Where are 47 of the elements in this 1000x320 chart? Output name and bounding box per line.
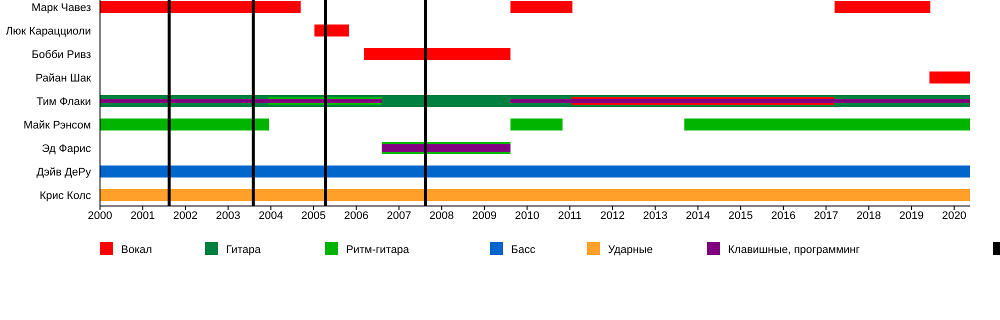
x-tick-label: 2019 xyxy=(899,210,924,222)
bar xyxy=(100,1,301,13)
x-tick-label: 2009 xyxy=(472,210,497,222)
x-tick-label: 2020 xyxy=(942,210,966,222)
bar xyxy=(364,48,510,60)
x-tick-label: 2013 xyxy=(642,210,668,222)
bar xyxy=(100,189,970,201)
bar xyxy=(510,99,970,103)
x-tick-label: 2014 xyxy=(686,210,710,222)
bar xyxy=(100,99,382,103)
legend-label: Гитара xyxy=(226,244,262,256)
legend-label: Вокал xyxy=(121,244,152,256)
x-tick-label: 2004 xyxy=(258,210,284,222)
y-tick-label: Тим Флаки xyxy=(36,96,91,108)
x-tick-label: 2002 xyxy=(173,210,198,222)
y-tick-label: Райан Шак xyxy=(36,72,92,84)
x-tick-label: 2010 xyxy=(514,210,540,222)
bar xyxy=(100,166,970,178)
x-tick-label: 2007 xyxy=(386,210,412,222)
x-tick-label: 2001 xyxy=(130,210,155,222)
x-tick-label: 2012 xyxy=(600,210,625,222)
legend-label: Ритм-гитара xyxy=(346,244,410,256)
y-tick-label: Эд Фарис xyxy=(42,143,92,155)
bar xyxy=(929,72,970,84)
y-tick-label: Люк Карацциоли xyxy=(6,26,91,38)
x-tick-label: 2016 xyxy=(771,210,796,222)
x-tick-label: 2006 xyxy=(344,210,368,222)
y-tick-label: Марк Чавез xyxy=(32,2,91,14)
legend-label: Клавишные, программинг xyxy=(728,244,860,256)
legend-label: Ударные xyxy=(608,244,653,256)
x-tick-label: 2011 xyxy=(558,210,582,222)
x-tick-label: 2008 xyxy=(429,210,454,222)
x-tick-label: 2005 xyxy=(301,210,326,222)
x-tick-label: 2000 xyxy=(88,210,112,222)
bar xyxy=(684,118,970,130)
y-tick-label: Бобби Ривз xyxy=(32,49,91,61)
bar xyxy=(100,118,270,130)
x-tick-label: 2003 xyxy=(216,210,240,222)
y-tick-label: Майк Рэнсом xyxy=(23,120,91,132)
bar xyxy=(314,24,349,36)
bar xyxy=(834,1,930,13)
y-tick-label: Крис Колс xyxy=(40,190,92,202)
x-tick-label: 2018 xyxy=(856,210,882,222)
legend-label: Басс xyxy=(511,244,536,256)
y-tick-label: Дэйв ДеРу xyxy=(36,166,92,178)
x-tick-label: 2017 xyxy=(814,210,838,222)
x-tick-label: 2015 xyxy=(728,210,753,222)
